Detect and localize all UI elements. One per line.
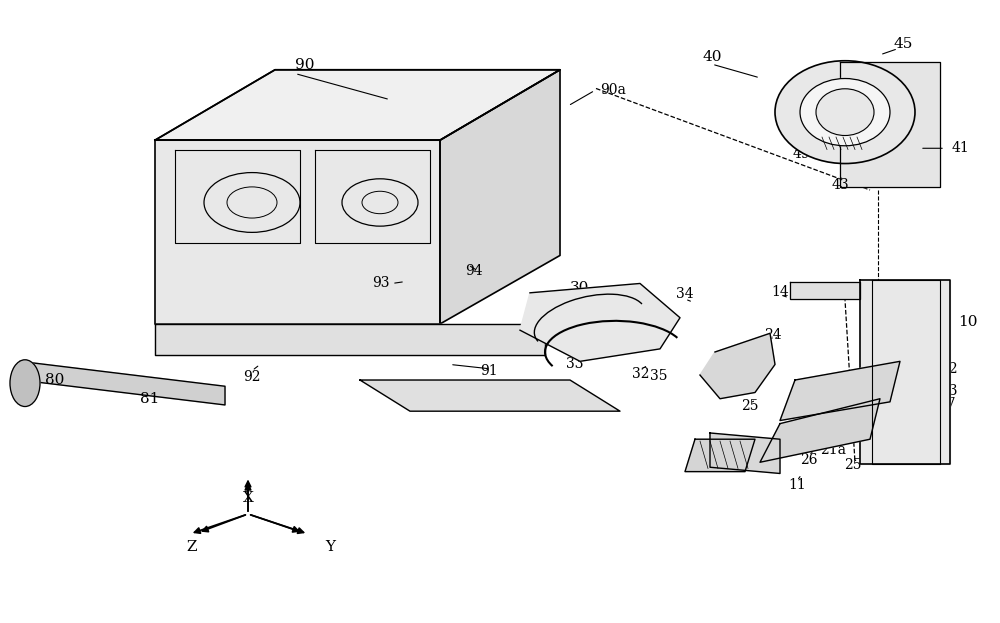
Text: 25: 25 (844, 459, 862, 472)
Polygon shape (860, 280, 950, 464)
Text: 90a: 90a (600, 83, 626, 97)
Text: 80: 80 (45, 373, 65, 387)
Text: 12: 12 (940, 362, 958, 376)
Polygon shape (790, 282, 860, 299)
Polygon shape (155, 70, 560, 140)
Text: X: X (243, 492, 253, 505)
Ellipse shape (775, 61, 915, 164)
Text: 34: 34 (676, 287, 694, 301)
Text: 92: 92 (243, 370, 261, 384)
Text: 14: 14 (771, 285, 789, 298)
Text: 10: 10 (958, 315, 978, 329)
Text: 40: 40 (702, 50, 722, 64)
Polygon shape (440, 70, 560, 324)
Text: 44: 44 (797, 130, 815, 144)
Text: 24: 24 (764, 328, 782, 342)
Text: 21: 21 (910, 406, 928, 419)
Text: 46: 46 (793, 98, 811, 112)
Text: 21a: 21a (820, 444, 846, 457)
Text: 49: 49 (793, 147, 811, 161)
Polygon shape (840, 62, 940, 187)
Polygon shape (520, 283, 680, 361)
Text: Y: Y (325, 540, 335, 554)
Text: 13: 13 (711, 439, 729, 452)
Text: 27: 27 (938, 397, 956, 411)
Text: 43: 43 (831, 178, 849, 192)
Ellipse shape (10, 359, 40, 406)
Polygon shape (360, 380, 620, 411)
Text: 35: 35 (650, 369, 668, 383)
Polygon shape (155, 140, 440, 324)
Polygon shape (155, 324, 545, 355)
Polygon shape (710, 433, 780, 473)
Text: 23: 23 (940, 384, 958, 398)
Polygon shape (780, 361, 900, 421)
Text: 28: 28 (748, 343, 766, 357)
Text: 90: 90 (295, 59, 315, 72)
Text: 22a: 22a (723, 358, 749, 371)
Text: 41: 41 (952, 141, 970, 155)
Ellipse shape (816, 89, 874, 136)
Ellipse shape (800, 78, 890, 146)
Text: 31: 31 (611, 300, 629, 313)
Polygon shape (20, 361, 225, 405)
Polygon shape (760, 399, 880, 462)
Text: 91: 91 (480, 364, 498, 378)
Text: 32: 32 (632, 367, 650, 381)
Polygon shape (685, 439, 755, 472)
Text: 30: 30 (570, 281, 590, 295)
Text: 29: 29 (861, 325, 879, 338)
Text: 45: 45 (893, 37, 913, 50)
Text: 20: 20 (921, 429, 939, 443)
Text: 42: 42 (797, 113, 815, 126)
Text: 94: 94 (465, 264, 483, 278)
Text: 11: 11 (788, 478, 806, 492)
Polygon shape (700, 333, 775, 399)
Text: 81: 81 (140, 392, 160, 406)
Text: 93: 93 (372, 277, 390, 290)
Text: 22: 22 (729, 383, 747, 396)
Text: 25: 25 (741, 399, 759, 413)
Text: 33: 33 (566, 358, 584, 371)
Text: 26: 26 (800, 453, 818, 467)
Text: Z: Z (187, 540, 197, 554)
